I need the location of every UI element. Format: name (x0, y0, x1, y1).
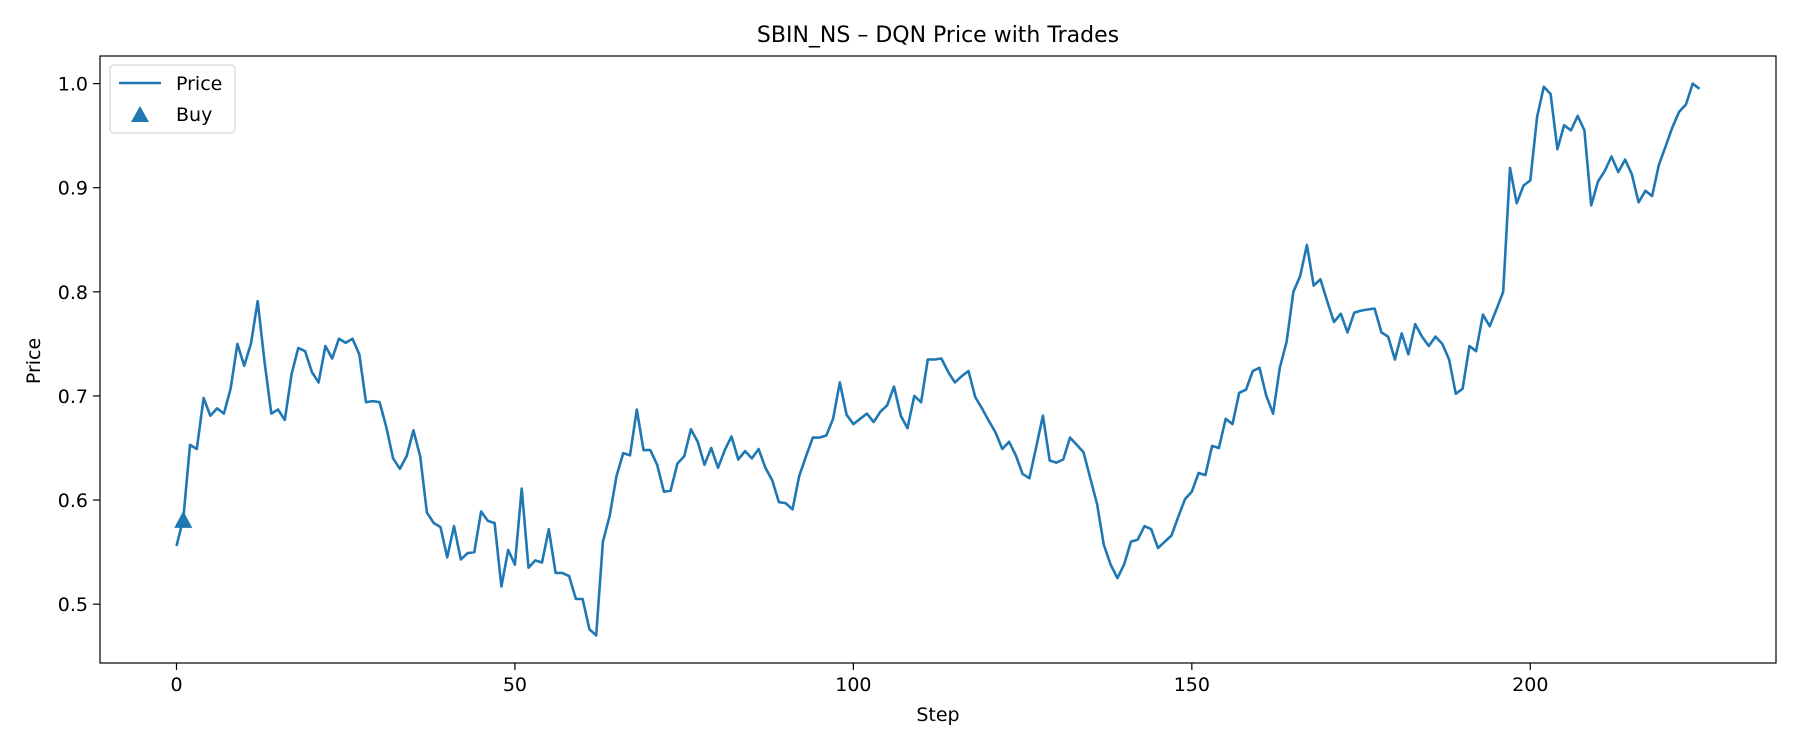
legend: Price Buy (109, 64, 236, 134)
y-tick-label: 0.6 (58, 490, 88, 512)
legend-buy-label: Buy (176, 104, 212, 126)
y-tick-label: 0.7 (58, 386, 88, 408)
series-layer (174, 82, 1701, 637)
x-tick-label: 100 (835, 674, 871, 696)
buy-marker (174, 510, 193, 528)
y-axis-label: Price (23, 338, 45, 384)
y-tick-label: 0.8 (58, 282, 88, 304)
chart-title: SBIN_NS – DQN Price with Trades (757, 23, 1119, 48)
x-axis-label: Step (916, 704, 959, 726)
y-tick-label: 1.0 (58, 74, 88, 96)
y-tick-label: 0.9 (58, 178, 88, 200)
plot-area: 0 50 100 150 200 0.5 0.6 0.7 0.8 0.9 1.0 (58, 55, 1777, 696)
x-tick-label: 0 (170, 674, 182, 696)
x-tick-label: 50 (503, 674, 527, 696)
x-tick-label: 200 (1512, 674, 1548, 696)
legend-price-label: Price (176, 73, 222, 95)
y-tick-label: 0.5 (58, 594, 88, 616)
x-axis-ticks: 0 50 100 150 200 (170, 663, 1548, 696)
price-line (175, 82, 1701, 637)
plot-frame (99, 55, 1777, 664)
y-axis-ticks: 0.5 0.6 0.7 0.8 0.9 1.0 (58, 74, 100, 616)
legend-buy-swatch (131, 106, 149, 122)
x-tick-label: 150 (1174, 674, 1210, 696)
